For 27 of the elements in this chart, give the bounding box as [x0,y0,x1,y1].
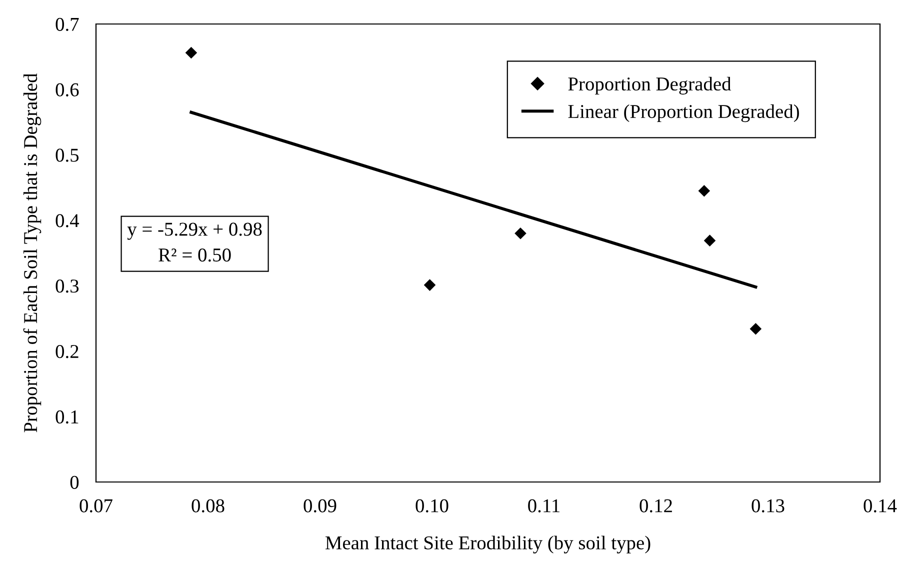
x-tick-label: 0.12 [640,499,672,512]
point [698,184,710,197]
y-tick-label: 0.3 [56,280,79,293]
point [750,323,762,335]
annotation: y = -5.29x + 0.98 R² = 0.50 [127,222,262,262]
y-axis-title: Proportion of Each Soil Type that is Degraded [23,73,42,432]
x-tick-label: 0.07 [80,499,112,512]
point [514,227,526,240]
y-tick-label: 0.1 [56,410,78,424]
point [704,234,716,246]
y-tick-label: 0.7 [56,18,79,32]
x-tick-label: 0.09 [304,499,336,512]
x-axis-title: Mean Intact Site Erodibility (by soil type) [325,536,650,554]
x-tick-label: 0.11 [528,499,560,512]
y-tick-label: 0.2 [56,344,78,358]
y-tick-label: 0.4 [56,214,80,228]
x-tick-label: 0.08 [192,499,224,512]
x-tick-label: 0.13 [752,499,784,512]
x-tick-label: 0.14 [864,499,897,512]
point [185,46,198,59]
legend-label: Proportion Degraded [568,76,732,95]
y-tick-label: 0.6 [56,83,79,96]
x-tick-label: 0.10 [416,499,448,512]
legend-label: Linear (Proportion Degraded) [568,104,799,122]
point [424,279,436,291]
y-tick-label: 0.5 [56,148,79,162]
y-tick-label: 0 [70,476,79,489]
